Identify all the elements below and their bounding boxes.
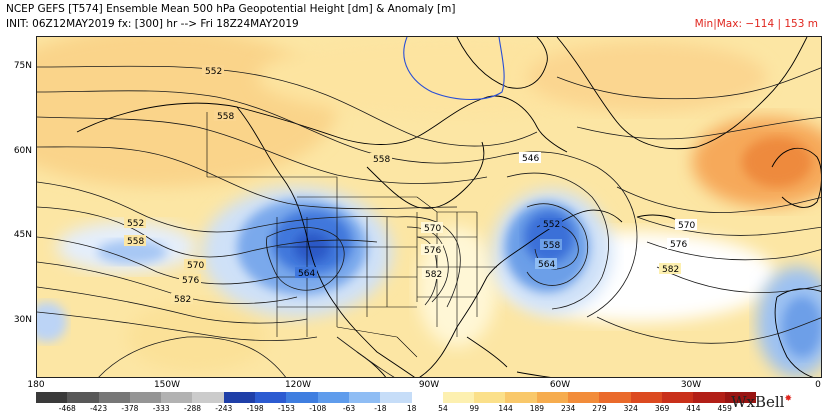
contour-label-558: 558 bbox=[373, 155, 390, 165]
colorbar-swatch bbox=[724, 392, 756, 403]
contour-label-564: 564 bbox=[298, 269, 315, 279]
colorbar bbox=[36, 392, 756, 403]
contour-label-570: 570 bbox=[678, 221, 695, 231]
colorbar-swatch bbox=[536, 392, 569, 403]
contour-labels: 552 558 558 552 558 570 576 582 564 570 … bbox=[124, 65, 697, 305]
map-panel: 552 558 558 552 558 570 576 582 564 570 … bbox=[36, 36, 822, 378]
lon-label-90w: 90W bbox=[418, 380, 440, 390]
colorbar-tick-label: 279 bbox=[592, 404, 607, 413]
colorbar-tick-label: -468 bbox=[58, 404, 76, 413]
colorbar-swatch bbox=[474, 392, 506, 403]
wxbell-logo: WxBell✸ bbox=[731, 393, 792, 411]
colorbar-ticks: -468 -423 -378 -333 -288 -243 -198 -153 -108 -63 -… bbox=[36, 404, 756, 414]
colorbar-swatch bbox=[661, 392, 694, 403]
contour-label-576: 576 bbox=[182, 276, 199, 286]
colorbar-tick-label: -108 bbox=[309, 404, 327, 413]
init-forecast-line: INIT: 06Z12MAY2019 fx: [300] hr --> Fri … bbox=[6, 18, 299, 30]
colorbar-swatch bbox=[630, 392, 662, 403]
colorbar-swatch bbox=[129, 392, 162, 403]
lat-label-75n: 75N bbox=[13, 61, 32, 71]
colorbar-swatch bbox=[36, 392, 68, 403]
contour-label-558: 558 bbox=[543, 241, 560, 251]
lat-label-60n: 60N bbox=[13, 146, 32, 156]
contour-label-558: 558 bbox=[127, 237, 144, 247]
lon-label-30w: 30W bbox=[680, 380, 702, 390]
colorbar-swatch bbox=[380, 392, 412, 403]
map-svg: 552 558 558 552 558 570 576 582 564 570 … bbox=[37, 37, 821, 377]
contour-label-552: 552 bbox=[127, 219, 144, 229]
colorbar-tick-label: -198 bbox=[246, 404, 264, 413]
contour-label-576: 576 bbox=[670, 240, 687, 250]
colorbar-tick-label: 144 bbox=[498, 404, 513, 413]
colorbar-tick-label: 324 bbox=[623, 404, 638, 413]
lat-label-30n: 30N bbox=[13, 315, 32, 325]
colorbar-swatch bbox=[223, 392, 256, 403]
colorbar-swatch bbox=[442, 392, 475, 403]
colorbar-swatch bbox=[411, 392, 443, 403]
contour-label-558: 558 bbox=[217, 112, 234, 122]
colorbar-tick-label: -423 bbox=[90, 404, 108, 413]
lon-label-120w: 120W bbox=[284, 380, 312, 390]
colorbar-tick-label: -333 bbox=[152, 404, 170, 413]
contour-label-582: 582 bbox=[425, 270, 442, 280]
contour-label-576: 576 bbox=[424, 246, 441, 256]
min-max-readout: Min|Max: −114 | 153 m bbox=[694, 18, 818, 30]
colorbar-swatch bbox=[255, 392, 287, 403]
colorbar-swatch bbox=[568, 392, 600, 403]
colorbar-tick-label: 189 bbox=[529, 404, 545, 413]
colorbar-tick-label: 54 bbox=[438, 404, 448, 413]
hudson-bay-outline bbox=[403, 37, 505, 100]
height-contours bbox=[37, 65, 821, 377]
colorbar-tick-label: -243 bbox=[215, 404, 233, 413]
colorbar-swatch bbox=[98, 392, 130, 403]
colorbar-tick-label: 459 bbox=[717, 404, 732, 413]
contour-label-582: 582 bbox=[174, 295, 191, 305]
colorbar-tick-label: -18 bbox=[374, 404, 387, 413]
contour-label-564: 564 bbox=[538, 260, 555, 270]
contour-label-552: 552 bbox=[543, 220, 560, 230]
colorbar-swatch bbox=[161, 392, 193, 403]
colorbar-tick-label: -153 bbox=[277, 404, 295, 413]
coastlines bbox=[76, 37, 821, 377]
lon-label-150w: 150W bbox=[153, 380, 181, 390]
colorbar-tick-label: 369 bbox=[654, 404, 670, 413]
colorbar-swatch bbox=[599, 392, 631, 403]
colorbar-swatch bbox=[67, 392, 99, 403]
colorbar-swatch bbox=[693, 392, 725, 403]
chart-title: NCEP GEFS [T574] Ensemble Mean 500 hPa G… bbox=[6, 3, 456, 15]
colorbar-tick-label: -378 bbox=[121, 404, 139, 413]
contour-label-546: 546 bbox=[522, 154, 539, 164]
colorbar-tick-label: -288 bbox=[184, 404, 202, 413]
colorbar-tick-label: 414 bbox=[686, 404, 701, 413]
colorbar-swatch bbox=[505, 392, 537, 403]
lon-label-0: 0 bbox=[815, 380, 821, 390]
lon-label-60w: 60W bbox=[549, 380, 571, 390]
lat-label-45n: 45N bbox=[13, 230, 32, 240]
colorbar-swatch bbox=[348, 392, 381, 403]
colorbar-tick-label: 234 bbox=[561, 404, 576, 413]
colorbar-swatch bbox=[317, 392, 349, 403]
colorbar-swatch bbox=[192, 392, 224, 403]
colorbar-tick-label: -63 bbox=[342, 404, 356, 413]
contour-label-582: 582 bbox=[662, 265, 679, 275]
colorbar-tick-label: 99 bbox=[469, 404, 480, 413]
contour-label-552: 552 bbox=[205, 67, 222, 77]
colorbar-tick-label: 18 bbox=[406, 404, 417, 413]
contour-label-570: 570 bbox=[187, 261, 204, 271]
anomaly-shading bbox=[37, 37, 821, 377]
contour-label-570: 570 bbox=[424, 224, 441, 234]
colorbar-swatch bbox=[286, 392, 318, 403]
lon-label-180: 180 bbox=[27, 380, 45, 390]
